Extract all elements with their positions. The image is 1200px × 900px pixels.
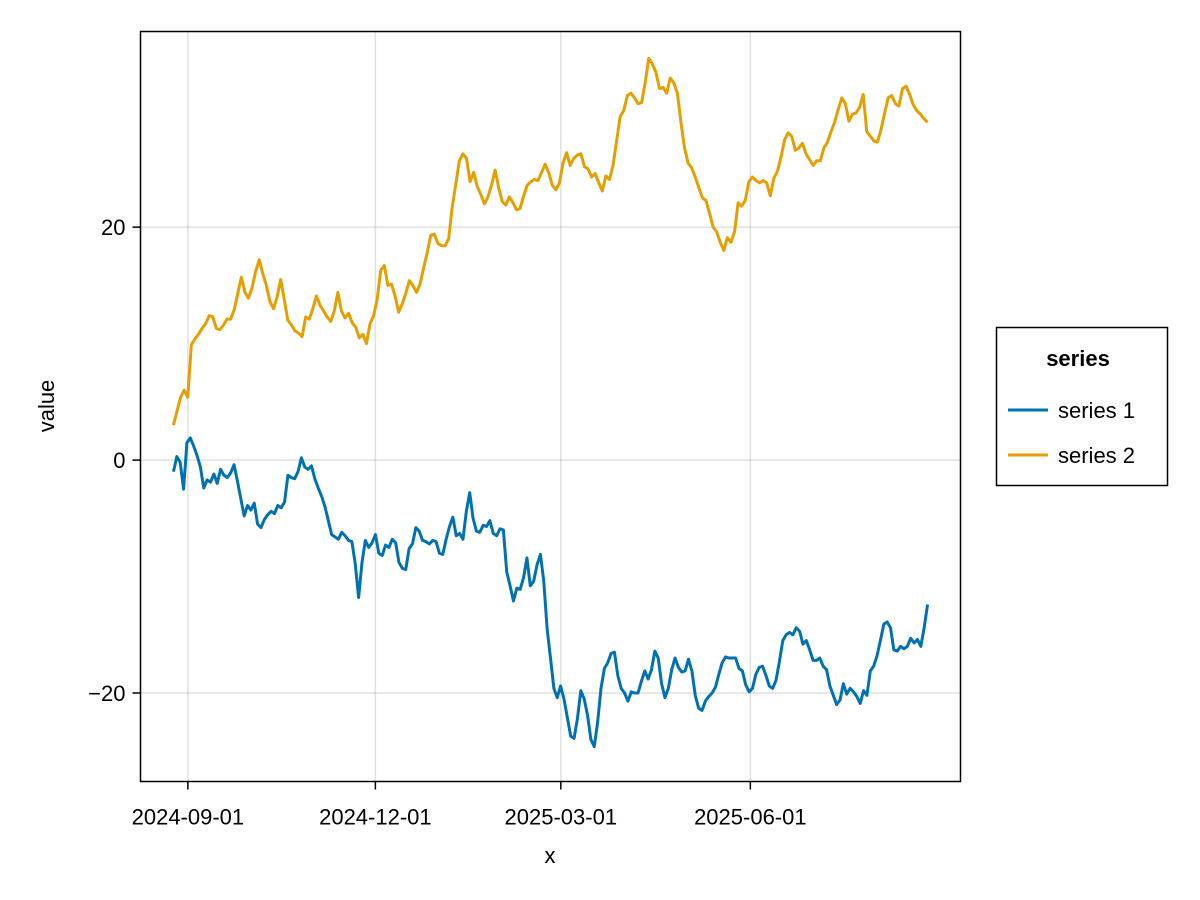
series-line-1	[171, 436, 930, 749]
grid-lines	[140, 31, 961, 782]
series-line-2	[172, 56, 929, 426]
x-axis-ticks: 2024-09-01 2024-12-01 2025-03-01 2025-06-01	[132, 781, 807, 830]
legend-label-series-1: series 1	[1058, 398, 1135, 423]
legend-title: series	[1046, 346, 1110, 371]
x-tick-label: 2025-03-01	[505, 805, 618, 830]
y-tick-label: 20	[101, 215, 125, 240]
y-axis-ticks: −20 0 20	[88, 215, 141, 706]
legend-box	[995, 326, 1169, 487]
legend: series series 1 series 2	[995, 326, 1169, 487]
x-tick-label: 2024-12-01	[319, 805, 432, 830]
y-tick-label: 0	[113, 448, 125, 473]
y-tick-label: −20	[88, 681, 125, 706]
x-tick-label: 2025-06-01	[694, 805, 807, 830]
y-axis-title: value	[34, 380, 59, 433]
x-axis-title: x	[545, 843, 556, 868]
x-tick-label: 2024-09-01	[132, 805, 245, 830]
plot-frame	[139, 30, 962, 783]
legend-label-series-2: series 2	[1058, 443, 1135, 468]
series-lines	[171, 56, 930, 749]
